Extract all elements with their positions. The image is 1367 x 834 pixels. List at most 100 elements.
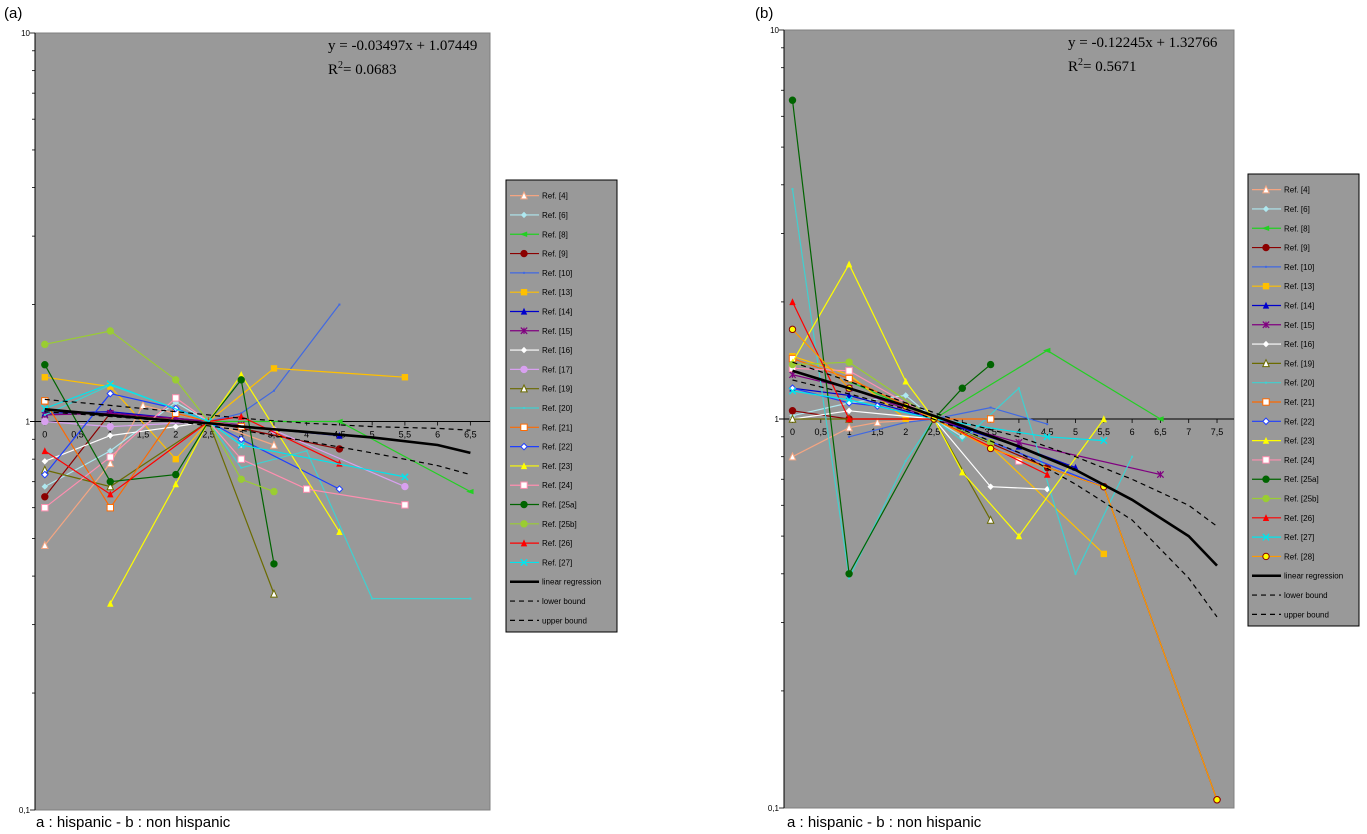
data-point-ref-25b xyxy=(172,376,180,384)
data-point-ref-23 xyxy=(1015,532,1023,540)
legend-marker-ref-16 xyxy=(520,346,528,354)
data-point-ref-13 xyxy=(41,374,49,381)
data-point-ref-22 xyxy=(40,470,49,479)
data-point-ref-20 xyxy=(371,597,374,600)
data-point-ref-17 xyxy=(106,422,114,431)
data-point-ref-20 xyxy=(848,577,851,580)
data-point-ref-10 xyxy=(1046,423,1049,426)
data-point-ref-19 xyxy=(269,588,278,598)
x-tick-label-b: 3,5 xyxy=(984,427,997,437)
data-point-ref-24 xyxy=(237,455,245,463)
legend-label-ref-26: Ref. [26] xyxy=(1284,514,1314,523)
data-point-ref-16 xyxy=(172,423,179,430)
data-point-ref-26 xyxy=(41,447,49,455)
data-point-ref-28 xyxy=(986,444,995,453)
legend-label-upper-bound: upper bound xyxy=(542,616,587,625)
legend-marker-ref-9 xyxy=(1262,243,1270,252)
data-point-ref-25a xyxy=(986,360,995,369)
data-point-ref-25b xyxy=(106,327,114,335)
legend-marker-ref-20 xyxy=(523,407,525,409)
data-point-ref-23 xyxy=(845,260,853,268)
data-point-ref-4 xyxy=(873,417,882,427)
legend-marker-ref-16 xyxy=(1262,340,1270,348)
x-tick-label-b: 0 xyxy=(790,427,795,437)
r-squared-b: R2= 0.5671 xyxy=(1068,57,1136,75)
x-tick-label-a: 6,5 xyxy=(464,430,477,440)
legend-label-lower-bound: lower bound xyxy=(1284,591,1328,600)
legend-marker-ref-10 xyxy=(523,271,525,274)
data-point-ref-16 xyxy=(1044,485,1051,493)
data-point-ref-23 xyxy=(172,480,179,488)
series-a-linear-regression xyxy=(44,408,471,455)
data-point-ref-13 xyxy=(401,374,409,381)
data-point-ref-21 xyxy=(41,397,49,405)
legend-marker-ref-13 xyxy=(520,288,528,296)
data-point-ref-24 xyxy=(41,503,49,512)
x-tick-label-b: 5,5 xyxy=(1098,427,1111,437)
legend-label-ref-20: Ref. [20] xyxy=(542,404,572,413)
data-point-ref-10 xyxy=(272,389,275,392)
legend-marker-ref-19 xyxy=(520,383,528,393)
legend-a: Ref. [4] Ref. [6] Ref. [8] Ref. [9] Ref. [10… xyxy=(505,179,618,633)
x-tick-label-b: 5 xyxy=(1073,427,1078,437)
data-point-ref-17 xyxy=(401,482,409,491)
data-point-ref-20 xyxy=(1017,387,1020,390)
data-point-ref-25a xyxy=(845,570,853,578)
y-tick-label-a: 1 xyxy=(26,418,31,427)
data-point-ref-6 xyxy=(902,392,909,399)
legend-label-ref-23: Ref. [23] xyxy=(542,462,572,471)
legend-label-ref-24: Ref. [24] xyxy=(542,481,572,490)
data-point-ref-24 xyxy=(302,485,311,493)
legend-marker-ref-27 xyxy=(520,558,528,567)
data-point-ref-10 xyxy=(338,303,341,306)
data-point-ref-14 xyxy=(845,391,853,399)
legend-marker-ref-28 xyxy=(1262,552,1270,561)
data-point-ref-25a xyxy=(41,361,49,369)
legend-label-ref-8: Ref. [8] xyxy=(542,230,568,239)
legend-marker-ref-25a xyxy=(1262,475,1270,483)
series-line-ref-19 xyxy=(44,420,275,595)
data-point-ref-4 xyxy=(139,400,148,410)
legend-marker-ref-26 xyxy=(520,539,528,547)
legend-label-ref-21: Ref. [21] xyxy=(542,423,572,432)
data-point-ref-25a xyxy=(788,96,797,104)
series-a-ref-27 xyxy=(41,380,409,481)
r-squared-a: R2= 0.0683 xyxy=(328,60,396,78)
x-tick-label-b: 0,5 xyxy=(815,427,828,437)
data-point-ref-17 xyxy=(41,417,49,426)
legend-label-ref-22: Ref. [22] xyxy=(1284,417,1314,426)
legend-label-ref-10: Ref. [10] xyxy=(1284,263,1314,272)
data-point-ref-23 xyxy=(1100,415,1108,423)
data-point-ref-9 xyxy=(788,407,797,415)
data-point-ref-20 xyxy=(1131,455,1134,458)
data-point-ref-20 xyxy=(305,449,308,452)
series-a-lower-bound xyxy=(44,411,471,476)
x-tick-label-a: 6 xyxy=(435,430,440,440)
legend-label-ref-17: Ref. [17] xyxy=(542,365,572,374)
data-point-ref-25b xyxy=(41,340,49,349)
data-point-ref-24 xyxy=(401,501,409,509)
x-tick-label-b: 1,5 xyxy=(871,427,884,437)
legend-marker-ref-6 xyxy=(520,211,528,219)
series-line-lower-bound xyxy=(792,379,1218,618)
data-point-ref-25a xyxy=(106,477,114,486)
legend-marker-ref-20 xyxy=(1265,381,1267,384)
data-point-ref-20 xyxy=(791,188,794,191)
legend-marker-ref-4 xyxy=(1262,184,1270,194)
legend-marker-ref-24 xyxy=(520,481,528,489)
data-point-ref-27 xyxy=(1043,433,1051,441)
legend-marker-ref-14 xyxy=(1262,301,1270,309)
x-tick-label-a: 3,5 xyxy=(268,430,281,440)
legend-label-ref-24: Ref. [24] xyxy=(1284,456,1314,465)
legend-label-ref-16: Ref. [16] xyxy=(1284,340,1314,349)
legend-label-ref-14: Ref. [14] xyxy=(542,307,572,316)
legend-label-ref-27: Ref. [27] xyxy=(542,558,572,567)
data-point-ref-22 xyxy=(237,435,246,444)
data-point-ref-20 xyxy=(43,413,46,416)
data-point-ref-27 xyxy=(1100,436,1108,445)
y-tick-label-b: 10 xyxy=(770,26,779,35)
data-point-ref-27 xyxy=(106,380,114,388)
y-tick-label-b: 1 xyxy=(775,415,780,424)
data-point-ref-10 xyxy=(989,406,992,409)
x-tick-label-b: 6 xyxy=(1130,427,1135,437)
